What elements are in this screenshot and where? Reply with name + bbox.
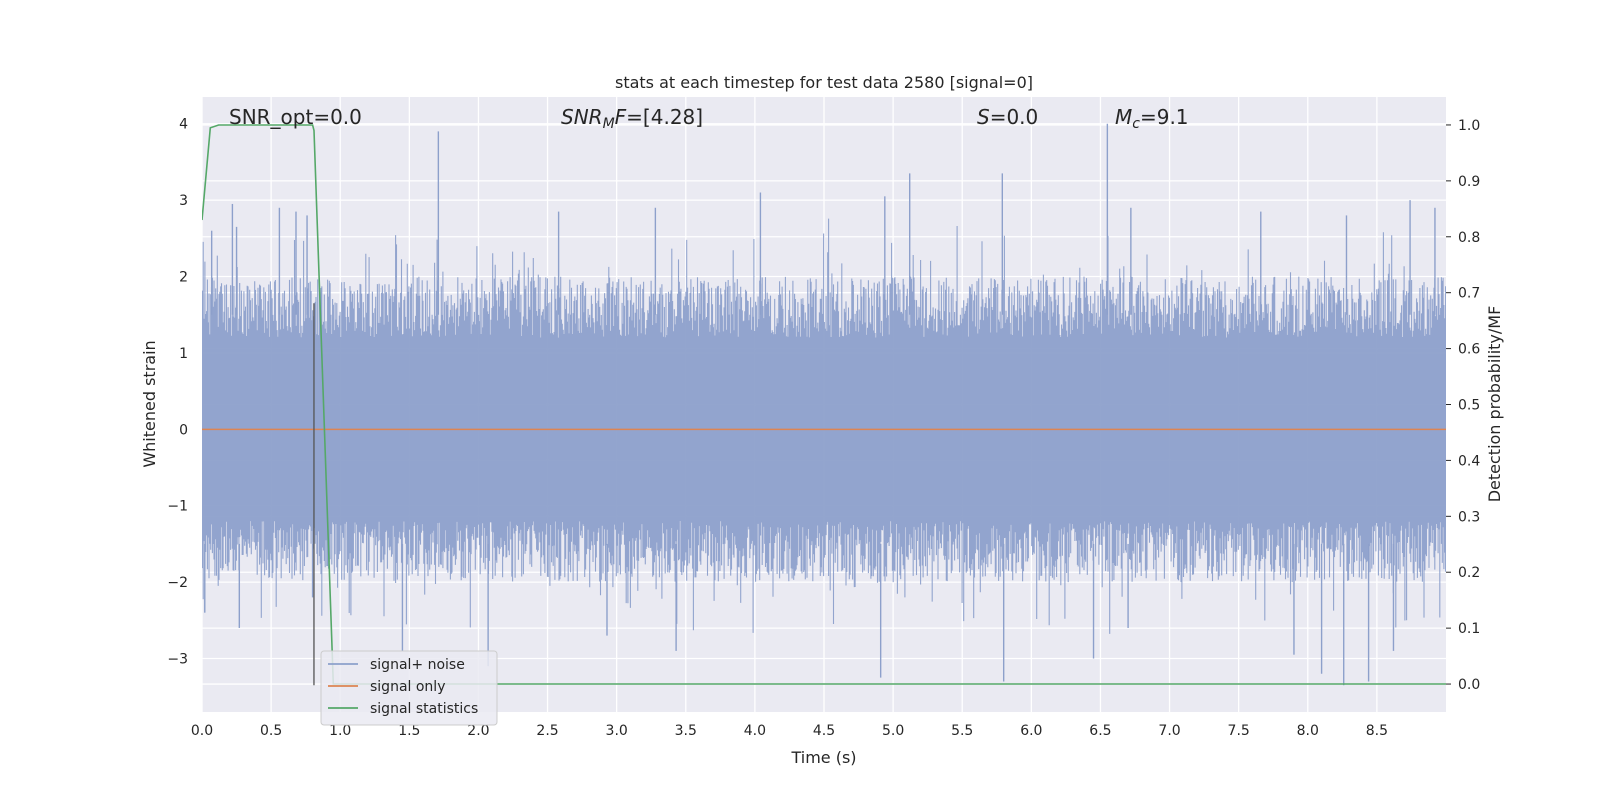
annotation-snr-mf-sub: M [603,116,615,132]
annotation-s-main: S [977,105,990,129]
x-tick-label: 6.5 [1089,723,1111,739]
y-left-tick-label: 0 [179,422,188,438]
x-tick-label: 2.5 [536,723,558,739]
annotation-s: S=0.0 [977,105,1038,129]
x-tick-label: 0.0 [191,723,213,739]
annotation-snr-opt: SNR_opt=0.0 [229,105,362,129]
y-left-tick-label: 1 [179,346,188,362]
annotation-mc-rest: =9.1 [1140,105,1189,129]
y-left-tick-label: −2 [167,575,188,591]
y-right-tick-label: 0.6 [1458,342,1480,358]
y-left-tick-label: −1 [167,499,188,515]
x-tick-label: 8.0 [1297,723,1319,739]
annotation-mc: Mc=9.1 [1115,105,1189,132]
y-left-tick-label: 2 [179,270,188,286]
annotation-snr-mf-rest: =[4.28] [626,105,703,129]
x-axis-ticks: 0.0 0.5 1.0 1.5 2.0 2.5 3.0 3.5 4.0 4.5 5.0 5.5 6.0 6… [191,723,1388,739]
y-right-tick-label: 0.8 [1458,230,1480,246]
y-right-tick-label: 0.9 [1458,174,1480,190]
y-left-tick-label: 4 [179,117,188,133]
legend-label-signal-only: signal only [370,679,445,695]
annotation-mc-main: M [1115,105,1132,129]
series-signal-noise [202,123,1446,686]
annotation-mc-sub: c [1132,116,1140,132]
annotation-snr-mf-main: SNR [561,105,603,129]
y-right-tick-label: 0.2 [1458,565,1480,581]
y-right-tick-label: 1.0 [1458,118,1480,134]
x-tick-label: 5.5 [951,723,973,739]
y-right-tick-label: 0.4 [1458,453,1480,469]
y-axis-right-label: Detection probability/MF [1485,306,1504,503]
x-tick-label: 1.0 [329,723,351,739]
x-axis-label: Time (s) [790,748,856,767]
y-right-tick-label: 0.0 [1458,677,1480,693]
y-axis-right-ticks: 0.0 0.1 0.2 0.3 0.4 0.5 0.6 0.7 0.8 0.9 1.0 [1446,118,1480,693]
annotation-snr-mf-rest-italic: F [615,105,627,129]
x-tick-label: 5.0 [882,723,904,739]
y-right-tick-label: 0.3 [1458,509,1480,525]
x-tick-label: 6.0 [1020,723,1042,739]
legend-label-signal-noise: signal+ noise [370,657,465,673]
annotation-snr-mf: SNRMF=[4.28] [561,105,703,132]
legend-box [320,650,498,726]
y-axis-left-label: Whitened strain [140,340,159,467]
x-tick-label: 1.5 [398,723,420,739]
y-right-tick-label: 0.1 [1458,621,1480,637]
x-tick-label: 3.5 [675,723,697,739]
y-left-tick-label: −3 [167,652,188,668]
x-tick-label: 8.5 [1366,723,1388,739]
y-axis-left-ticks: −3 −2 −1 0 1 2 3 4 [167,117,188,668]
annotation-s-rest: =0.0 [990,105,1039,129]
legend: signal+ noise signal only signal statist… [320,650,498,726]
y-right-tick-label: 0.5 [1458,398,1480,414]
x-tick-label: 4.0 [744,723,766,739]
x-tick-label: 7.5 [1228,723,1250,739]
y-right-tick-label: 0.7 [1458,286,1480,302]
chart-title: stats at each timestep for test data 258… [615,73,1033,92]
x-tick-label: 7.0 [1158,723,1180,739]
x-tick-label: 2.0 [467,723,489,739]
x-tick-label: 4.5 [813,723,835,739]
x-tick-label: 0.5 [260,723,282,739]
y-left-tick-label: 3 [179,193,188,209]
legend-label-signal-statistics: signal statistics [370,701,478,717]
x-tick-label: 3.0 [606,723,628,739]
